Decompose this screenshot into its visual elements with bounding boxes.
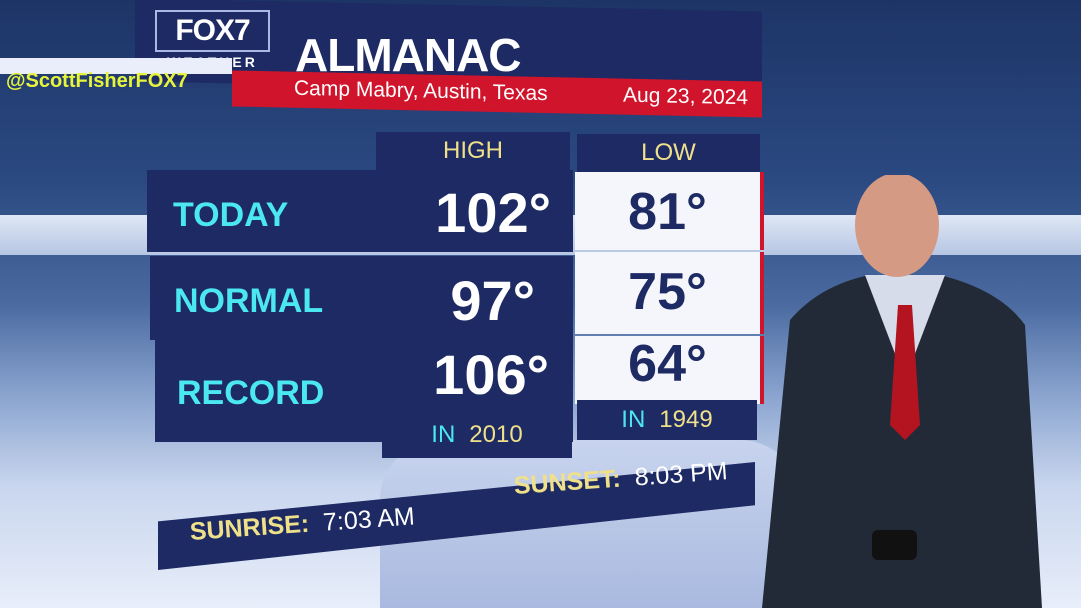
logo-main: FOX7	[155, 10, 270, 52]
year: 2010	[469, 421, 523, 448]
social-handle: @ScottFisherFOX7	[6, 70, 188, 92]
presenter	[762, 175, 1042, 608]
high-value: 106°	[433, 343, 549, 406]
low-value: 64°	[575, 336, 764, 404]
low-value: 75°	[575, 252, 764, 334]
in-prefix: IN	[431, 421, 456, 448]
row-label: TODAY	[173, 196, 289, 234]
record-low-year: IN 1949	[577, 400, 757, 440]
low-value: 81°	[575, 172, 764, 250]
row-normal: NORMAL 97°	[150, 256, 573, 340]
sunrise-time: 7:03 AM	[322, 502, 416, 537]
handle-strip	[0, 58, 232, 74]
column-high: HIGH	[376, 132, 570, 170]
row-today: TODAY 102°	[147, 170, 573, 252]
high-value: 97°	[450, 269, 535, 332]
year: 1949	[659, 406, 713, 433]
date: Aug 23, 2024	[623, 83, 748, 110]
location: Camp Mabry, Austin, Texas	[294, 76, 548, 106]
sunset-time: 8:03 PM	[633, 457, 729, 492]
record-high-year: IN 2010	[382, 412, 572, 458]
high-value: 102°	[435, 181, 551, 244]
row-record: RECORD 106°	[155, 338, 573, 442]
row-label: RECORD	[177, 374, 325, 412]
column-low: LOW	[577, 134, 760, 172]
in-prefix: IN	[621, 406, 646, 433]
row-label: NORMAL	[174, 282, 324, 320]
